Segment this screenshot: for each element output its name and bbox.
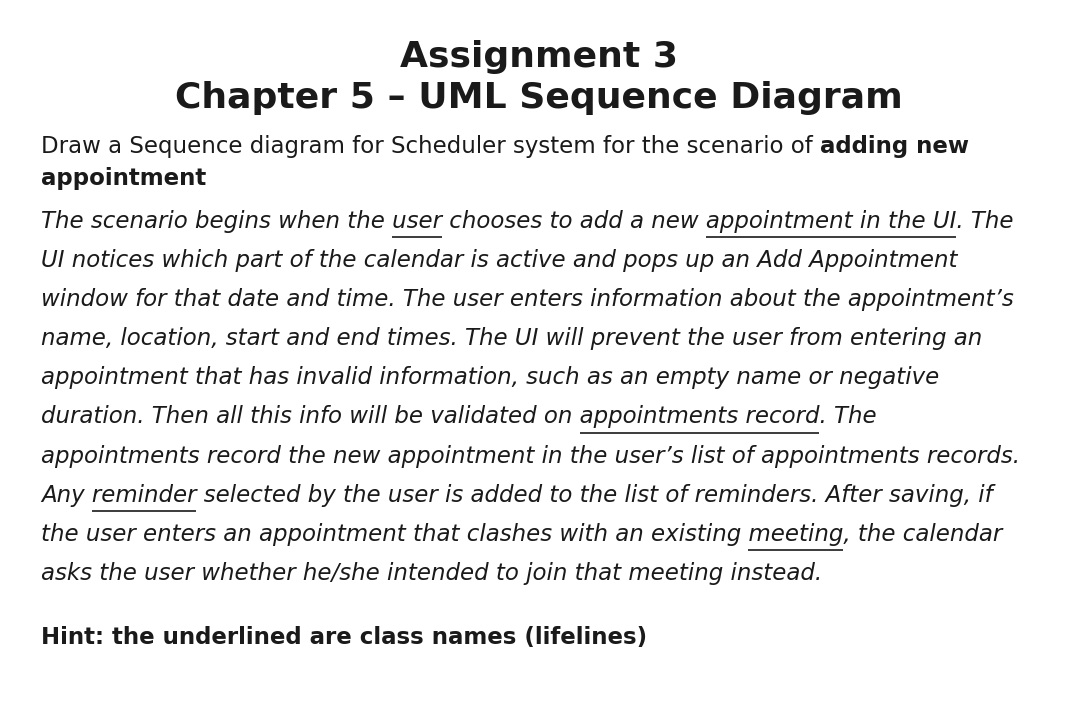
Text: appointments record the new appointment in the user’s list of appointments recor: appointments record the new appointment …: [41, 445, 1020, 468]
Text: Assignment 3: Assignment 3: [400, 40, 678, 74]
Text: Draw a Sequence diagram for Scheduler system for the scenario of: Draw a Sequence diagram for Scheduler sy…: [41, 135, 820, 159]
Text: appointment that has invalid information, such as an empty name or negative: appointment that has invalid information…: [41, 366, 939, 390]
Text: window for that date and time. The user enters information about the appointment: window for that date and time. The user …: [41, 288, 1013, 311]
Text: the user enters an appointment that clashes with an existing meeting, the calend: the user enters an appointment that clas…: [41, 523, 1003, 546]
Text: duration. Then all this info will be validated on appointments record. The: duration. Then all this info will be val…: [41, 405, 876, 429]
Text: Hint: the underlined are class names (lifelines): Hint: the underlined are class names (li…: [41, 626, 647, 649]
Text: Chapter 5 – UML Sequence Diagram: Chapter 5 – UML Sequence Diagram: [175, 81, 903, 115]
Text: appointment: appointment: [41, 167, 206, 190]
Text: asks the user whether he/she intended to join that meeting instead.: asks the user whether he/she intended to…: [41, 562, 823, 585]
Text: UI notices which part of the calendar is active and pops up an Add Appointment: UI notices which part of the calendar is…: [41, 249, 957, 272]
Text: name, location, start and end times. The UI will prevent the user from entering : name, location, start and end times. The…: [41, 327, 982, 350]
Text: adding new: adding new: [820, 135, 969, 159]
Text: The scenario begins when the user chooses to add a new appointment in the UI. Th: The scenario begins when the user choose…: [41, 210, 1013, 233]
Text: Any reminder selected by the user is added to the list of reminders. After savin: Any reminder selected by the user is add…: [41, 484, 993, 507]
